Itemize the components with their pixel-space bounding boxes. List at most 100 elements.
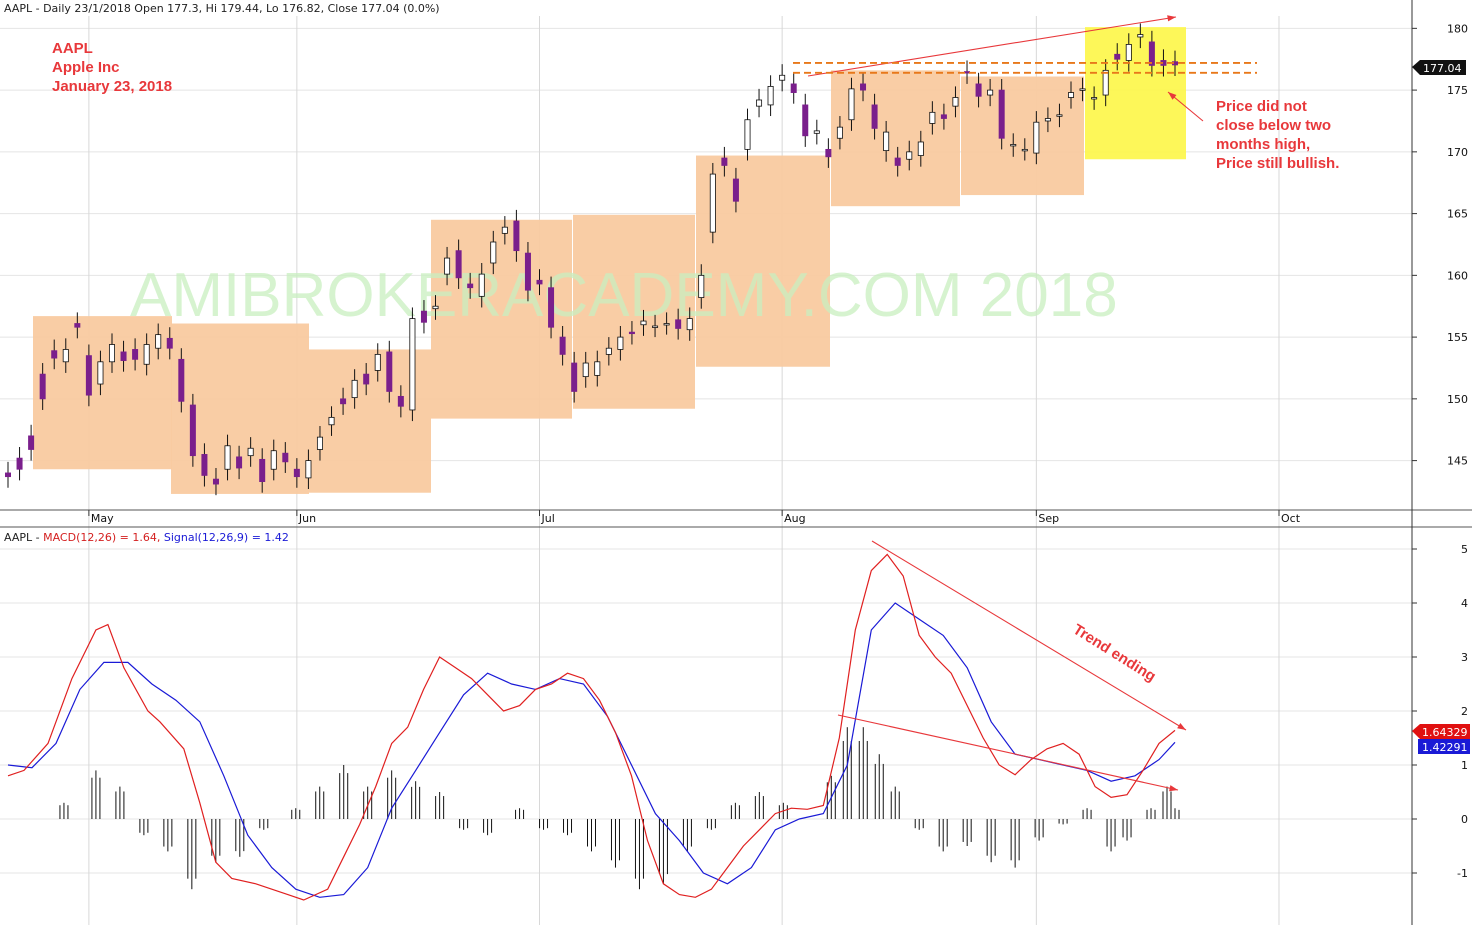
candle-body xyxy=(74,323,81,328)
candle-body xyxy=(1021,148,1028,152)
watermark: AMIBROKERACADEMY.COM 2018 xyxy=(130,261,1118,330)
note-line-2: close below two xyxy=(1216,117,1331,134)
candle-body xyxy=(964,71,971,74)
macd-tick-label: -1 xyxy=(1457,867,1468,880)
candle-body xyxy=(51,350,58,359)
price-header: AAPL - Daily 23/1/2018 Open 177.3, Hi 17… xyxy=(4,2,440,15)
macd-header-prefix: AAPL - xyxy=(4,531,43,544)
candle-body xyxy=(501,226,508,234)
candle-body xyxy=(536,279,543,285)
candle-body xyxy=(397,395,404,407)
candle-body xyxy=(28,435,35,450)
candle-body xyxy=(686,318,693,331)
candle-body xyxy=(987,89,994,96)
candle-body xyxy=(906,151,913,160)
candle-body xyxy=(316,436,323,450)
monthly-range-box xyxy=(696,155,830,367)
macd-header: AAPL - MACD(12,26) = 1.64, Signal(12,26,… xyxy=(4,531,289,544)
candle-body xyxy=(490,241,497,264)
candle-body xyxy=(1033,121,1040,154)
candle-body xyxy=(120,351,127,361)
macd-divergence-arrow-head xyxy=(1169,785,1178,792)
candle-body xyxy=(663,323,670,326)
macd-trend-arrow-head xyxy=(1177,722,1186,730)
candle-body xyxy=(571,362,578,392)
candle-body xyxy=(883,131,890,152)
candle-body xyxy=(467,283,474,289)
candle-body xyxy=(108,344,115,363)
x-tick-label: Oct xyxy=(1281,512,1301,525)
candle-body xyxy=(1079,88,1086,91)
close-price-badge-text: 177.04 xyxy=(1423,62,1462,75)
candle-body xyxy=(1068,92,1075,98)
candle-body xyxy=(1102,69,1109,96)
candle-body xyxy=(1056,114,1063,117)
macd-trend-arrow xyxy=(871,540,1187,731)
candle-body xyxy=(351,379,358,399)
candle-body xyxy=(640,320,647,326)
candle-body xyxy=(455,250,462,279)
candle-body xyxy=(85,355,92,396)
candle-body xyxy=(374,353,381,371)
candle-body xyxy=(1044,118,1051,122)
candle-body xyxy=(16,457,23,470)
macd-header-signal: Signal(12,26,9) = 1.42 xyxy=(164,531,289,544)
candle-body xyxy=(236,456,243,469)
candle-body xyxy=(929,111,936,124)
candle-body xyxy=(143,344,150,365)
close-price-badge: 177.04 xyxy=(1412,60,1466,75)
candle-body xyxy=(166,337,173,349)
price-tick-label: 175 xyxy=(1447,84,1468,97)
candle-body xyxy=(802,104,809,137)
candle-body xyxy=(975,83,982,97)
signal-value-badge-text: 1.42291 xyxy=(1422,741,1468,754)
candle-body xyxy=(386,351,393,392)
candle-body xyxy=(524,252,531,291)
macd-tick-label: 3 xyxy=(1461,651,1468,664)
candle-body xyxy=(790,83,797,93)
candle-body xyxy=(894,157,901,166)
candle-body xyxy=(259,458,266,482)
candle-body xyxy=(917,141,924,156)
candle-body xyxy=(444,257,451,275)
candle-body xyxy=(62,349,69,363)
candle-body xyxy=(363,373,370,385)
candle-body xyxy=(212,478,219,485)
candle-body xyxy=(825,148,832,158)
candle-body xyxy=(478,273,485,297)
candle-body xyxy=(5,472,11,478)
date-annotation: January 23, 2018 xyxy=(52,78,172,95)
candle-body xyxy=(582,362,589,378)
macd-line xyxy=(7,553,1176,901)
candle-body xyxy=(779,74,786,81)
candle-body xyxy=(756,99,763,107)
candle-body xyxy=(189,404,196,457)
price-tick-label: 150 xyxy=(1447,393,1468,406)
monthly-range-box xyxy=(573,214,695,409)
price-tick-label: 170 xyxy=(1447,146,1468,159)
candle-body xyxy=(628,331,635,335)
x-tick-label: Aug xyxy=(784,512,805,525)
candle-body xyxy=(605,347,612,355)
candle-body xyxy=(836,126,843,139)
price-tick-label: 155 xyxy=(1447,331,1468,344)
candle-body xyxy=(201,454,208,476)
x-tick-label: Jul xyxy=(541,512,555,525)
candle-body xyxy=(940,114,947,119)
candle-body xyxy=(282,452,289,463)
candle-body xyxy=(39,373,46,400)
candle-body xyxy=(432,305,439,310)
price-tick-label: 180 xyxy=(1447,22,1468,35)
candle-body xyxy=(340,398,347,405)
candle-body xyxy=(652,325,659,328)
candle-body xyxy=(1010,144,1017,147)
candle-body xyxy=(224,445,231,470)
candle-body xyxy=(178,358,185,402)
candle-body xyxy=(732,178,739,202)
macd-header-macd: MACD(12,26) = 1.64, xyxy=(43,531,160,544)
macd-tick-label: 0 xyxy=(1461,813,1468,826)
macd-divergence-arrow xyxy=(837,714,1179,791)
symbol-annotation: AAPL xyxy=(52,40,93,57)
x-tick-label: Sep xyxy=(1038,512,1059,525)
